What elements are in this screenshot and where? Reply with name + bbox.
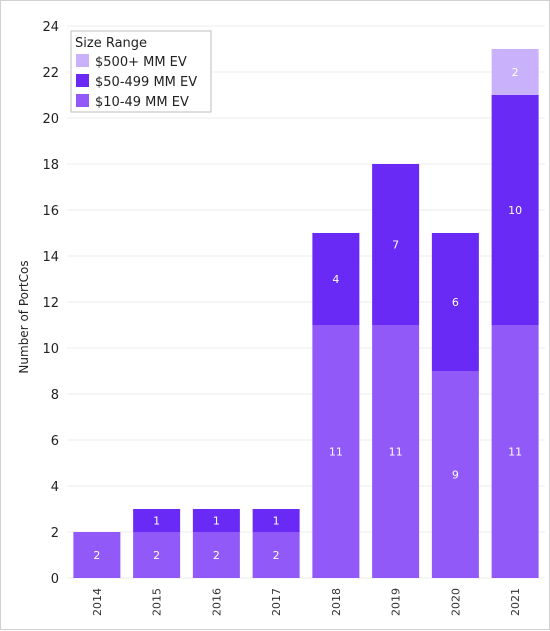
bar-2015-series-1 (133, 509, 181, 532)
bar-2016-series-0 (192, 532, 240, 578)
x-tick-label-2016: 2016 (210, 588, 223, 616)
y-tick-label-0: 0 (51, 572, 59, 587)
data-label-2015-series-1: 1 (153, 515, 160, 528)
data-label-2016-series-1: 1 (213, 515, 220, 528)
y-tick-label-16: 16 (42, 204, 59, 219)
bar-2017-series-1 (252, 509, 300, 532)
data-label-2019-series-0: 11 (389, 446, 403, 459)
y-axis-label: Number of PortCos (17, 260, 31, 373)
bar-2019-series-0 (372, 325, 420, 578)
data-label-2015-series-0: 2 (153, 549, 160, 562)
bar-2021-series-2 (491, 49, 539, 95)
bar-2019-series-1 (372, 164, 420, 325)
data-label-2018-series-0: 11 (329, 446, 343, 459)
data-label-2020-series-1: 6 (452, 296, 459, 309)
y-tick-label-14: 14 (42, 250, 59, 265)
bar-2015-series-0 (133, 532, 181, 578)
y-tick-label-2: 2 (51, 526, 59, 541)
legend-entry-0: $500+ MM EV (95, 55, 187, 70)
y-tick-label-20: 20 (42, 112, 59, 127)
y-tick-label-4: 4 (51, 480, 59, 495)
y-tick-label-6: 6 (51, 434, 59, 449)
bar-2020-series-0 (431, 371, 479, 578)
legend-swatch-2 (76, 94, 89, 107)
x-tick-label-2019: 2019 (390, 588, 403, 616)
x-tick-label-2015: 2015 (151, 588, 164, 616)
legend-box (70, 30, 212, 113)
data-label-2014-series-0: 2 (93, 549, 100, 562)
data-label-2020-series-0: 9 (452, 469, 459, 482)
y-tick-label-24: 24 (42, 20, 59, 35)
legend-swatch-1 (76, 74, 89, 87)
legend-title: Size Range (75, 36, 147, 51)
bar-2018-series-0 (312, 325, 360, 578)
legend-entry-1: $50-499 MM EV (95, 75, 197, 90)
data-label-2016-series-0: 2 (213, 549, 220, 562)
x-tick-label-2014: 2014 (91, 588, 104, 616)
legend-entry-2: $10-49 MM EV (95, 95, 189, 110)
bar-2018-series-1 (312, 233, 360, 325)
bar-2020-series-1 (431, 233, 479, 371)
data-label-2017-series-1: 1 (273, 515, 280, 528)
data-label-2018-series-1: 4 (332, 273, 339, 286)
bar-2014-series-0 (73, 532, 121, 578)
y-tick-label-10: 10 (42, 342, 59, 357)
x-tick-label-2018: 2018 (330, 588, 343, 616)
y-tick-label-12: 12 (42, 296, 59, 311)
legend-swatch-0 (76, 54, 89, 67)
data-label-2017-series-0: 2 (273, 549, 280, 562)
y-tick-label-18: 18 (42, 158, 59, 173)
data-label-2019-series-1: 7 (392, 239, 399, 252)
bar-2016-series-1 (192, 509, 240, 532)
data-label-2021-series-0: 11 (508, 446, 522, 459)
bar-2017-series-0 (252, 532, 300, 578)
bar-2021-series-0 (491, 325, 539, 578)
data-label-2021-series-1: 10 (508, 204, 522, 217)
data-label-2021-series-2: 2 (512, 66, 519, 79)
x-tick-label-2017: 2017 (270, 588, 283, 616)
y-tick-label-8: 8 (51, 388, 59, 403)
x-tick-label-2020: 2020 (449, 588, 462, 616)
y-tick-label-22: 22 (42, 66, 59, 81)
x-tick-label-2021: 2021 (509, 588, 522, 616)
bar-2021-series-1 (491, 95, 539, 325)
